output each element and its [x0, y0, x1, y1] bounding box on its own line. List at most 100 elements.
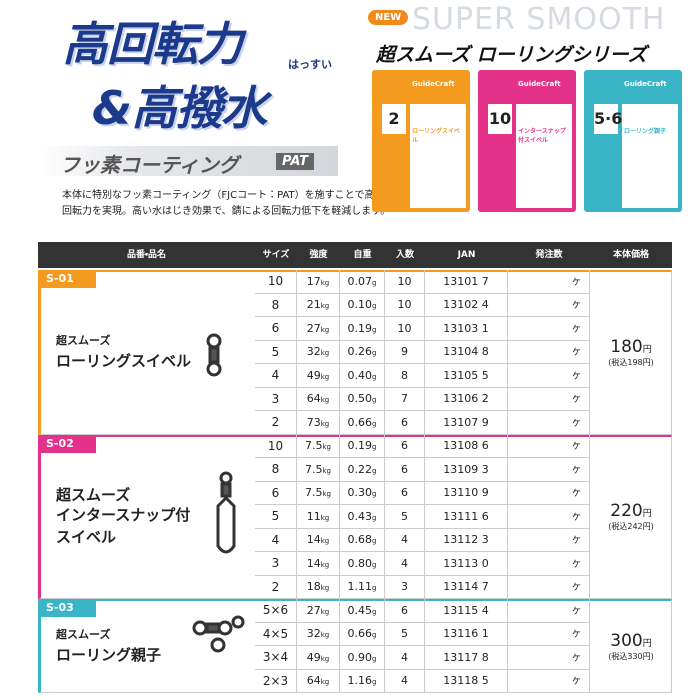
price-cell: 300 円 (税込330円) [590, 599, 672, 693]
table-cell: 11 kg [297, 505, 340, 529]
coating-text: フッ素コーティング [60, 153, 239, 177]
table-cell: 8 [255, 458, 297, 482]
unit: g [372, 325, 377, 334]
order-unit: ケ [571, 583, 581, 594]
cell-value: 11 [306, 509, 321, 523]
package-name: ローリング親子 [624, 128, 667, 135]
table-cell: 5 [255, 340, 297, 364]
cell-value: 3 [271, 556, 280, 571]
table-cell: 0.30 g [340, 481, 385, 505]
cell-value: 4 [401, 650, 408, 664]
package: GuideCraft 10 インタースナップ付スイベル [478, 70, 576, 212]
cell-value: 4 [271, 368, 280, 383]
unit: g [372, 372, 377, 381]
cell-value: 13117 8 [443, 650, 489, 664]
package-size: 10 [488, 104, 512, 134]
unit: g [372, 584, 377, 593]
coating-badge: PAT [276, 153, 315, 170]
cell-value: 17 [306, 274, 321, 288]
cell-value: 64 [306, 392, 321, 406]
table-cell: 6 [385, 481, 425, 505]
price: 300 円 [610, 631, 651, 651]
cell-value: 4 [401, 674, 408, 688]
unit: g [372, 654, 377, 663]
table-cell: 13107 9 [425, 411, 508, 435]
table-cell: 13116 1 [425, 622, 508, 646]
unit: g [372, 396, 377, 405]
price-cell: 180 円 (税込198円) [590, 270, 672, 435]
table-header: 強度 [309, 250, 328, 260]
cell-value: 13110 9 [443, 486, 489, 500]
unit: kg [320, 678, 330, 687]
order-unit: ケ [571, 395, 581, 406]
cell-value: 5 [271, 509, 280, 524]
unit: kg [320, 419, 330, 428]
order-unit: ケ [571, 536, 581, 547]
order-unit: ケ [571, 559, 581, 570]
product-name: 超スムーズローリングスイベル [56, 270, 191, 435]
unit: kg [322, 490, 332, 499]
cell-value: 6 [401, 439, 408, 453]
table-cell: 4 [255, 364, 297, 388]
order-unit: ケ [571, 418, 581, 429]
table-cell: 0.90 g [340, 646, 385, 670]
package-card [622, 104, 678, 208]
table-cell: 0.50 g [340, 387, 385, 411]
cell-value: 2 [271, 415, 280, 430]
cell-value: 4 [401, 533, 408, 547]
order-cell: ケ [508, 293, 590, 317]
table-cell: 10 [385, 293, 425, 317]
unit: g [372, 678, 377, 687]
table-cell: 73 kg [297, 411, 340, 435]
order-cell: ケ [508, 599, 590, 623]
cell-value: 13105 5 [443, 368, 489, 382]
package-card [410, 104, 466, 208]
order-unit: ケ [571, 677, 581, 688]
cell-value: 13102 4 [443, 298, 489, 312]
table-cell: 21 kg [297, 293, 340, 317]
table-cell: 17 kg [297, 270, 340, 294]
table-cell: 13104 8 [425, 340, 508, 364]
table-cell: 5 [385, 505, 425, 529]
product-name-line: 超スムーズ [56, 334, 111, 348]
table-cell: 4 [385, 669, 425, 693]
table-cell: 13108 6 [425, 434, 508, 458]
table-cell: 0.40 g [340, 364, 385, 388]
product-name: 超スムーズ インタースナップ付 スイベル [56, 435, 190, 600]
table-cell: 5 [385, 622, 425, 646]
cell-value: 2×3 [262, 673, 289, 688]
table-header: JAN [457, 250, 476, 260]
cell-value: 0.10 [347, 298, 373, 312]
cell-value: 5 [401, 509, 408, 523]
table-cell: 0.45 g [340, 599, 385, 623]
table-cell: 10 [255, 434, 297, 458]
cell-value: 6 [401, 462, 408, 476]
cell-value: 0.22 [347, 462, 373, 476]
table-cell: 4 [385, 552, 425, 576]
cell-value: 13106 2 [443, 392, 489, 406]
cell-value: 0.90 [347, 650, 373, 664]
cell-value: 0.66 [347, 627, 373, 641]
group-code: S-02 [38, 434, 96, 453]
table-cell: 13102 4 [425, 293, 508, 317]
table-cell: 0.19 g [340, 317, 385, 341]
unit: kg [320, 325, 330, 334]
order-unit: ケ [571, 489, 581, 500]
table-header: サイズ [262, 250, 290, 260]
title-line1: 高回転力 [62, 17, 243, 71]
order-cell: ケ [508, 505, 590, 529]
table-cell: 13109 3 [425, 458, 508, 482]
order-unit: ケ [571, 371, 581, 382]
cell-value: 27 [306, 321, 321, 335]
table-cell: 4 [255, 528, 297, 552]
cell-value: 13104 8 [443, 345, 489, 359]
product-name-line: ローリングスイベル [56, 352, 192, 371]
unit: kg [320, 631, 330, 640]
package-card [516, 104, 572, 208]
order-unit: ケ [571, 301, 581, 312]
table-cell: 1.11 g [340, 575, 385, 599]
unit: kg [320, 349, 330, 358]
slogan: SUPER SMOOTH [412, 2, 666, 37]
unit: g [372, 490, 377, 499]
cell-value: 21 [306, 298, 321, 312]
